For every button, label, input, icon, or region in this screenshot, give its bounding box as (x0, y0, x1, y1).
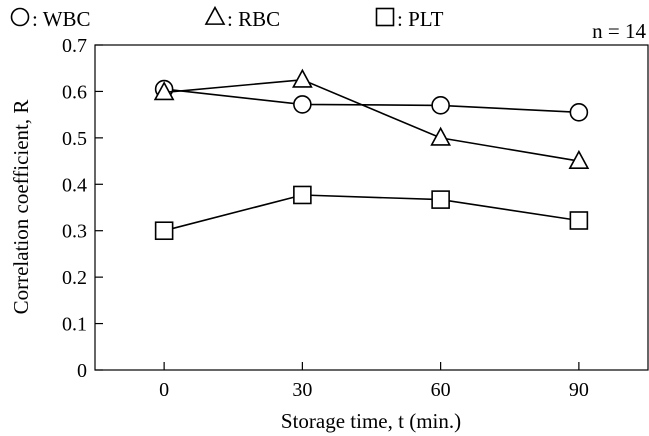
series-layer (153, 68, 590, 241)
y-tick-label: 0.5 (62, 128, 87, 150)
plot-area-frame (94, 44, 649, 371)
data-point-plt (431, 190, 450, 209)
x-axis-title: Storage time, t (min.) (281, 409, 461, 433)
series-line-rbc (164, 78, 580, 162)
y-axis: 0 0.1 0.2 0.3 0.4 0.5 0.6 0.7 (62, 35, 103, 382)
data-point-plt (293, 185, 312, 205)
x-tick-label: 60 (431, 379, 451, 401)
legend-label-plt: : PLT (397, 7, 444, 31)
x-tick-label: 30 (292, 379, 312, 401)
y-tick-label: 0.6 (62, 81, 87, 103)
series-plt (154, 185, 589, 241)
data-point-rbc (153, 81, 175, 101)
data-point-rbc (430, 126, 451, 146)
sample-size-annotation: n = 14 (592, 19, 646, 43)
x-tick-label: 0 (159, 379, 169, 401)
data-point-plt (154, 221, 174, 241)
y-tick-label: 0.2 (62, 267, 87, 289)
y-tick-label: 0.7 (62, 35, 87, 57)
x-axis: 0 30 60 90 (159, 362, 589, 401)
y-tick-label: 0.1 (62, 314, 87, 336)
series-wbc (154, 79, 589, 122)
series-line-wbc (164, 88, 579, 114)
legend-marker-plt (375, 7, 395, 27)
data-point-rbc (292, 68, 313, 88)
legend-label-wbc: : WBC (32, 7, 91, 31)
legend: : WBC : RBC : PLT (10, 5, 444, 31)
legend-marker-rbc (204, 5, 226, 25)
y-tick-label: 0.3 (62, 221, 87, 243)
data-point-wbc (293, 95, 312, 114)
y-tick-label: 0.4 (62, 174, 87, 196)
legend-marker-wbc (10, 7, 30, 27)
data-point-wbc (569, 103, 589, 122)
y-axis-title: Correlation coefficient, R (9, 100, 33, 315)
y-tick-label: 0 (77, 360, 87, 382)
series-rbc (153, 68, 590, 169)
x-tick-label: 90 (569, 379, 589, 401)
data-point-wbc (431, 96, 450, 115)
series-line-plt (163, 194, 580, 232)
data-point-rbc (568, 149, 590, 169)
legend-label-rbc: : RBC (227, 7, 280, 31)
data-point-plt (569, 211, 589, 230)
